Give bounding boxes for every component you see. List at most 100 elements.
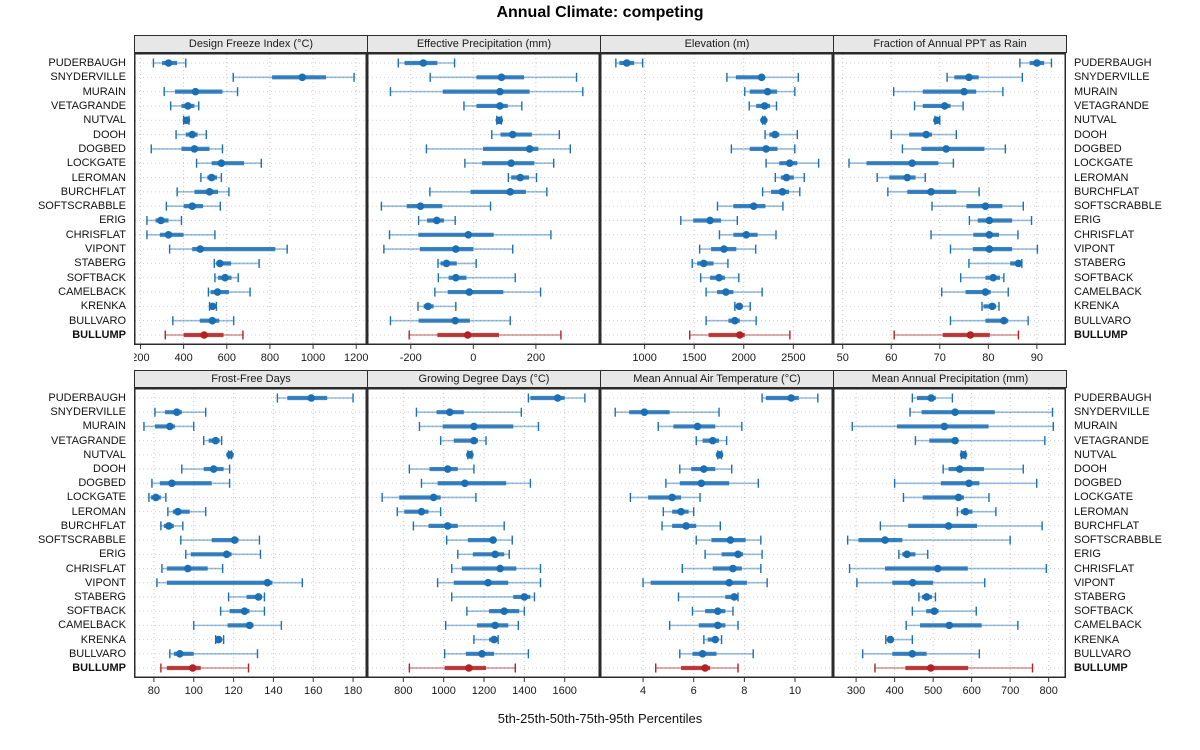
site-labels-left-bottom: PUDERBAUGH SNYDERVILLE MURAIN VETAGRANDE NUT… — [0, 388, 132, 678]
svg-text:400: 400 — [885, 685, 903, 697]
percentile-row-bullump — [408, 330, 562, 340]
x-axis: 300 400 500 600 700 800 — [847, 678, 1058, 697]
site-label-softback: SOFTBACK — [1074, 271, 1134, 284]
percentile-row-nutval — [495, 115, 504, 125]
site-label-bullump: BULLUMP — [1074, 662, 1128, 674]
site-label-erig: ERIG — [1074, 214, 1101, 227]
percentile-row-dogbed — [425, 144, 571, 154]
percentile-row-puderbaugh — [152, 58, 187, 68]
site-label-erig: ERIG — [99, 214, 126, 227]
percentile-row-bullvaro — [389, 316, 511, 326]
svg-text:200: 200 — [527, 352, 545, 364]
percentile-row-staberg — [451, 592, 536, 602]
percentile-row-bullump — [893, 330, 1020, 340]
svg-text:600: 600 — [218, 352, 236, 364]
percentile-row-dogbed — [151, 478, 231, 488]
panel-effective-precipitation-mm: -200 0 200 — [367, 53, 600, 364]
svg-text:1000: 1000 — [431, 685, 455, 697]
site-label-dooh: DOOH — [1074, 128, 1107, 141]
site-label-staberg: STABERG — [74, 590, 126, 603]
percentile-row-nutval — [760, 115, 768, 125]
percentile-row-lockgate — [381, 492, 477, 502]
svg-text:4: 4 — [640, 685, 646, 697]
percentile-row-dooh — [175, 130, 207, 140]
percentile-row-snyderville — [946, 72, 1024, 82]
x-axis: 50 60 70 80 90 — [837, 345, 1043, 364]
percentile-row-chrisflat — [681, 564, 762, 574]
site-label-nutval: NUTVAL — [83, 448, 126, 461]
percentile-row-lockgate — [848, 158, 955, 168]
percentile-row-softback — [214, 273, 239, 283]
percentile-row-snyderville — [614, 407, 720, 417]
percentile-row-burchflat — [761, 187, 801, 197]
percentile-row-chrisflat — [388, 230, 552, 240]
panel-strip-mean-annual-precipitation-mm: Mean Annual Precipitation (mm) — [833, 370, 1067, 388]
percentile-row-softback — [691, 606, 734, 616]
percentile-row-leroman — [167, 507, 207, 517]
percentile-row-softscrabble — [846, 535, 1011, 545]
chart-title: Annual Climate: competing — [496, 4, 704, 21]
site-label-vetagrande: VETAGRANDE — [1074, 434, 1149, 447]
percentile-row-lockgate — [148, 492, 167, 502]
site-label-snyderville: SNYDERVILLE — [1074, 406, 1150, 419]
percentile-row-bullump — [655, 663, 739, 673]
svg-text:600: 600 — [962, 685, 980, 697]
percentile-row-bullump — [408, 663, 516, 673]
percentile-row-dooh — [764, 130, 799, 140]
percentile-row-snyderville — [415, 407, 523, 417]
site-label-krenka: KRENKA — [80, 300, 126, 313]
percentile-row-krenka — [473, 635, 499, 645]
svg-text:140: 140 — [264, 685, 282, 697]
svg-text:80: 80 — [982, 352, 994, 364]
site-label-leroman: LEROMAN — [1074, 171, 1129, 184]
site-label-vipont: VIPONT — [1074, 576, 1115, 589]
percentile-row-krenka — [734, 301, 751, 311]
percentile-row-erig — [680, 215, 739, 225]
site-label-dooh: DOOH — [93, 463, 126, 476]
percentile-row-puderbaugh — [761, 393, 819, 403]
site-label-softback: SOFTBACK — [66, 605, 126, 618]
site-label-krenka: KRENKA — [1074, 300, 1120, 313]
percentile-row-camelback — [668, 620, 739, 630]
percentile-row-bullvaro — [172, 316, 235, 326]
percentile-row-vipont — [383, 244, 514, 254]
percentile-row-erig — [185, 549, 262, 559]
percentile-row-leroman — [662, 507, 695, 517]
svg-text:50: 50 — [837, 352, 849, 364]
site-label-softscrabble: SOFTSCRABBLE — [1074, 534, 1163, 547]
percentile-row-burchflat — [661, 521, 721, 531]
percentile-row-leroman — [396, 507, 442, 517]
site-labels-right-top: PUDERBAUGH SNYDERVILLE MURAIN VETAGRANDE NUT… — [1068, 53, 1200, 345]
panel-strip-elevation-m: Elevation (m) — [600, 35, 834, 53]
svg-text:70: 70 — [934, 352, 946, 364]
percentile-row-camelback — [444, 620, 519, 630]
site-label-vipont: VIPONT — [1074, 243, 1115, 256]
percentile-row-softback — [911, 606, 977, 616]
percentile-row-staberg — [437, 258, 477, 268]
site-label-camelback: CAMELBACK — [1074, 619, 1142, 632]
svg-text:2500: 2500 — [781, 352, 805, 364]
svg-text:180: 180 — [344, 685, 362, 697]
gridlines — [135, 389, 366, 677]
percentile-row-bullump — [874, 663, 1034, 673]
percentile-row-vipont — [156, 578, 303, 588]
panel-strip-frost-free-days: Frost-Free Days — [134, 370, 368, 388]
percentile-row-staberg — [968, 258, 1023, 268]
site-label-softscrabble: SOFTSCRABBLE — [1074, 200, 1163, 213]
svg-text:-200: -200 — [400, 352, 422, 364]
percentile-row-camelback — [207, 287, 251, 297]
site-label-softscrabble: SOFTSCRABBLE — [37, 200, 126, 213]
site-label-snyderville: SNYDERVILLE — [50, 71, 126, 84]
percentile-row-lockgate — [902, 492, 990, 502]
svg-text:1400: 1400 — [512, 685, 536, 697]
percentile-row-nutval — [959, 450, 968, 460]
site-labels-right-bottom: PUDERBAUGH SNYDERVILLE MURAIN VETAGRANDE NUT… — [1068, 388, 1200, 678]
percentile-row-vetagrande — [203, 436, 223, 446]
panel-strip-growing-degree-days-c: Growing Degree Days (°C) — [367, 370, 601, 388]
percentile-row-burchflat — [429, 187, 548, 197]
site-label-dooh: DOOH — [1074, 463, 1107, 476]
percentile-row-lockgate — [765, 158, 820, 168]
site-label-softscrabble: SOFTSCRABBLE — [37, 534, 126, 547]
svg-text:120: 120 — [224, 685, 242, 697]
percentile-row-burchflat — [412, 521, 505, 531]
